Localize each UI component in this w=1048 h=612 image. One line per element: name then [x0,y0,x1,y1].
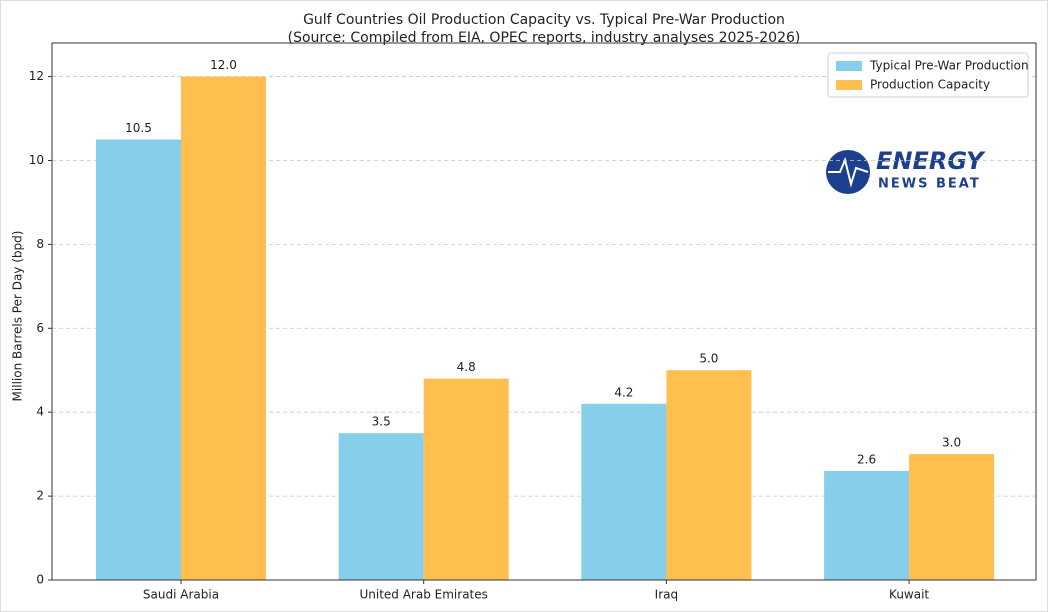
chart-title: Gulf Countries Oil Production Capacity v… [303,12,785,28]
y-tick-label: 0 [36,573,44,587]
legend-label: Production Capacity [870,78,990,92]
y-tick-label: 2 [36,489,44,503]
watermark: ENERGY NEWS BEAT [826,147,986,194]
logo-pulse [828,156,869,188]
legend-swatch [836,61,862,71]
value-label: 4.8 [457,360,476,374]
bar [581,403,667,580]
y-tick-label: 8 [36,237,44,251]
value-label: 10.5 [125,121,152,135]
bar [666,370,752,580]
chart-subtitle: (Source: Compiled from EIA, OPEC reports… [288,30,801,46]
bar [96,139,181,580]
plot-border [51,42,1037,581]
value-label: 4.2 [614,385,633,399]
logo-text: ENERGY [876,147,986,175]
x-tick-label: United Arab Emirates [359,588,487,602]
y-tick-label: 4 [36,405,44,419]
y-axis-label: Million Barrels Per Day (bpd) [11,231,25,402]
legend-box [827,52,1029,98]
bar [423,378,509,580]
legend-label: Typical Pre-War Production [869,59,1029,73]
logo-text: NEWS BEAT [878,177,981,192]
bar [824,470,910,580]
value-label: 3.5 [372,415,391,429]
y-tick-label: 12 [29,69,44,83]
value-label: 5.0 [699,352,718,366]
value-label: 12.0 [210,58,237,72]
legend-swatch [836,80,862,90]
bar [909,454,995,580]
y-tick-label: 10 [29,153,44,167]
bar [338,433,424,580]
bar [181,76,266,580]
x-tick-label: Iraq [655,588,678,602]
value-label: 2.6 [857,452,876,466]
x-tick-label: Kuwait [889,588,929,602]
x-tick-label: Saudi Arabia [143,588,219,602]
value-label: 3.0 [942,436,961,450]
y-tick-label: 6 [36,321,44,335]
